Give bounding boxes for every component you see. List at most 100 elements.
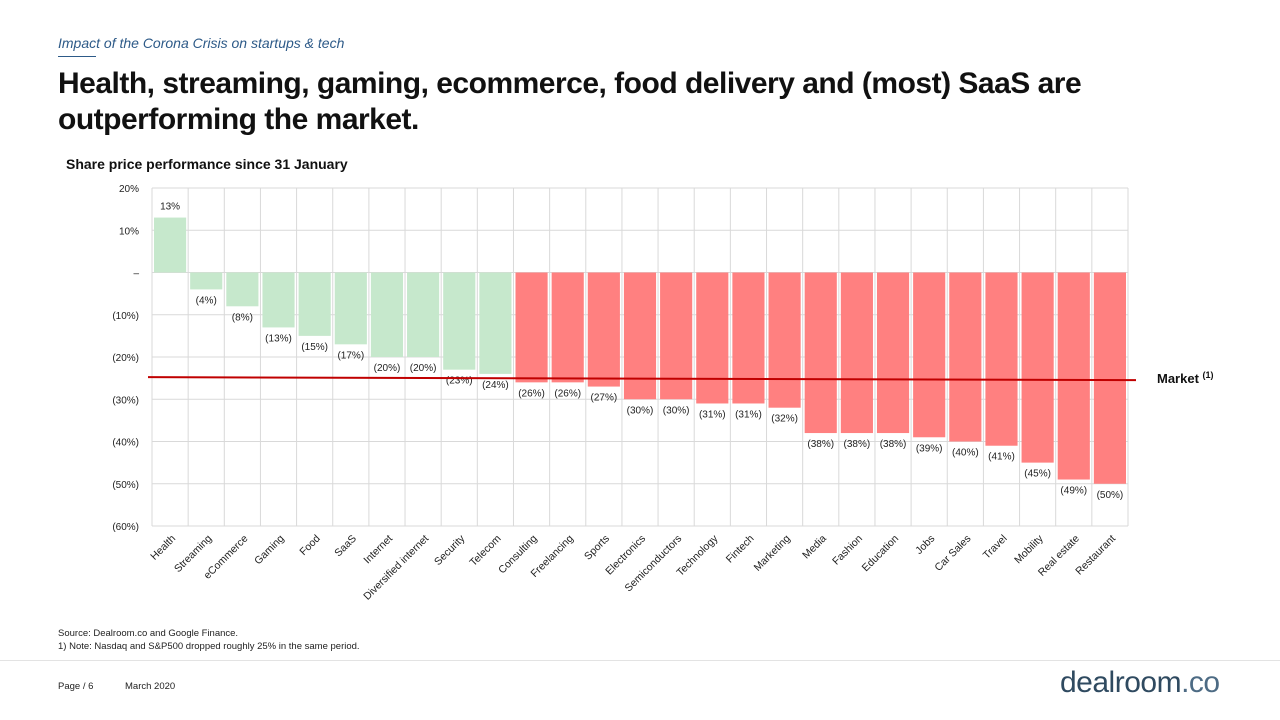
category-label: Media [800,533,829,562]
y-tick-label: (10%) [112,311,139,322]
bar [623,272,657,400]
bar [660,272,693,400]
bar [1057,272,1090,480]
bar [1093,272,1126,484]
data-label: (27%) [591,393,618,404]
y-tick-label: 10% [119,226,139,237]
data-label: (50%) [1097,490,1124,501]
category-label: Education [860,533,902,575]
category-label: Internet [361,533,395,567]
data-label: (30%) [663,405,690,416]
data-label: (24%) [482,380,509,391]
report-date: March 2020 [125,681,176,692]
bar [443,272,476,370]
data-label: (41%) [988,452,1015,463]
footer-divider [0,660,1280,661]
subtitle-underline [58,56,96,57]
data-label: (20%) [374,363,401,374]
data-label: (20%) [410,363,437,374]
category-label: Jobs [913,533,937,557]
bar [334,272,367,345]
category-label: Fashion [830,533,865,568]
bar [154,217,187,273]
y-tick-label: – [133,269,139,280]
category-label: Fintech [724,533,757,566]
bar [768,272,801,408]
page-number: Page / 6 [58,681,94,692]
category-label: Gaming [252,533,287,568]
dealroom-logo: dealroom.co [1060,666,1220,700]
category-label: Telecom [467,532,503,568]
data-label: (31%) [735,409,762,420]
category-label: Health [148,533,178,563]
bar [985,272,1018,446]
bar [949,272,982,442]
logo-main: dealroom [1060,666,1182,699]
data-label: (26%) [554,388,581,399]
bar [479,272,512,374]
y-tick-label: (20%) [112,353,139,364]
data-label: (17%) [337,350,364,361]
bar [407,272,440,357]
bar [515,272,548,383]
bar [370,272,404,357]
data-label: (39%) [916,443,943,454]
bar [840,272,873,434]
bar [1021,272,1054,463]
y-tick-label: 20% [119,184,139,195]
category-label: Marketing [752,533,793,574]
page-title-line-2: outperforming the market. [58,103,419,136]
footnotes: Source: Dealroom.co and Google Finance. … [58,627,360,653]
data-label: (40%) [952,448,979,459]
category-label: Car Sales [932,533,973,574]
data-label: 13% [160,202,180,213]
bar [226,272,259,307]
bar [804,272,837,434]
bar [732,272,765,404]
data-label: (8%) [232,312,253,323]
market-note: 1) Note: Nasdaq and S&P500 dropped rough… [58,641,360,652]
data-label: (4%) [196,295,217,306]
data-label: (38%) [880,439,907,450]
data-label: (38%) [807,439,834,450]
data-label: (49%) [1060,486,1087,497]
data-label: (23%) [446,376,473,387]
bar [913,272,946,438]
market-line [147,376,1137,382]
report-subtitle: Impact of the Corona Crisis on startups … [58,35,345,51]
data-label: (31%) [699,409,726,420]
page-title-line-1: Health, streaming, gaming, ecommerce, fo… [58,67,1082,100]
share-price-bar-chart: 20% 10% – (10%) (20%) (30%) (40%) (50%) (60%) 13%… [112,184,1214,603]
data-label: (13%) [265,333,292,344]
logo-suffix: .co [1181,666,1220,699]
bar [876,272,910,434]
data-label: (15%) [301,342,328,353]
category-label: Mobility [1012,532,1046,566]
bar [262,272,295,328]
category-label: Diversified internet [361,533,431,603]
source-note: Source: Dealroom.co and Google Finance. [58,628,239,639]
bar [696,272,729,404]
chart-title: Share price performance since 31 January [66,156,348,172]
category-label: Security [432,532,468,568]
data-label: (38%) [844,439,871,450]
data-label: (45%) [1024,469,1051,480]
bar [190,272,223,290]
category-label: Food [297,533,323,559]
y-tick-label: (30%) [112,395,139,406]
market-line-label: Market (1) [1157,370,1214,386]
data-label: (32%) [771,414,798,425]
y-tick-label: (40%) [112,438,139,449]
data-label: (26%) [518,388,545,399]
category-label: Travel [981,533,1010,562]
bar [587,272,620,387]
market-line-footnote-ref: (1) [1203,370,1214,380]
bar [551,272,584,383]
bar [298,272,331,336]
data-label: (30%) [627,405,654,416]
category-label: SaaS [332,533,359,560]
y-tick-label: (60%) [112,522,139,533]
page-title: Health, streaming, gaming, ecommerce, fo… [58,66,1158,138]
y-tick-label: (50%) [112,480,139,491]
category-label: Sports [582,533,612,563]
